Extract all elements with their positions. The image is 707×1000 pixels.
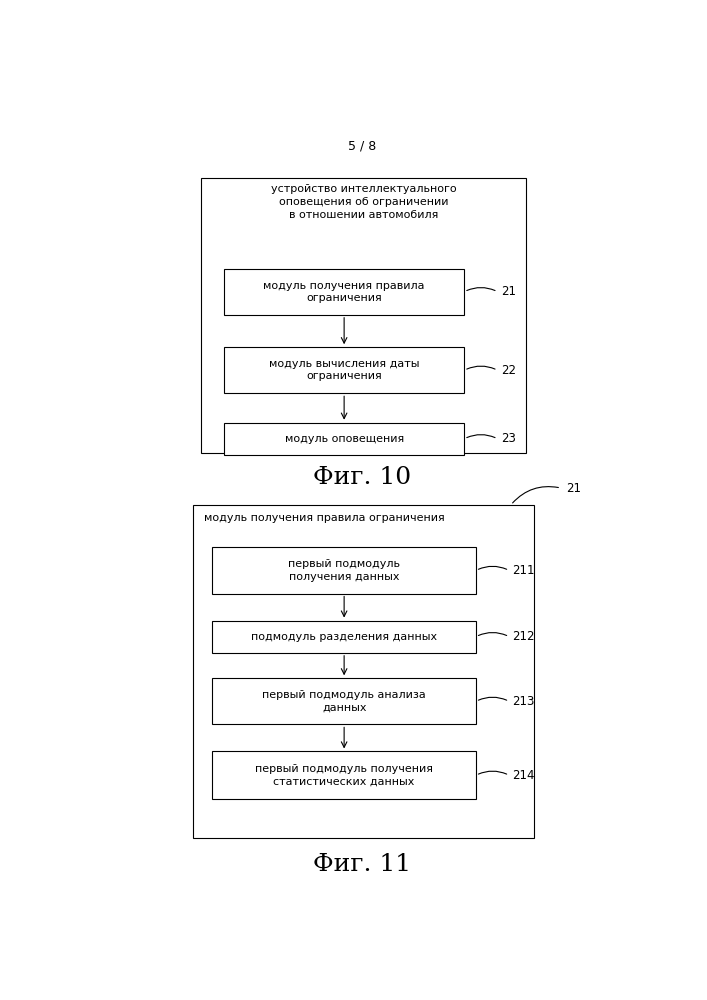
Bar xyxy=(224,347,464,393)
Text: подмодуль разделения данных: подмодуль разделения данных xyxy=(251,632,437,642)
Bar xyxy=(212,751,476,799)
Text: 213: 213 xyxy=(513,695,534,708)
Text: Фиг. 11: Фиг. 11 xyxy=(313,853,411,876)
Text: 5 / 8: 5 / 8 xyxy=(348,139,376,152)
Text: 212: 212 xyxy=(513,630,534,643)
Text: модуль получения правила
ограничения: модуль получения правила ограничения xyxy=(264,281,425,303)
Bar xyxy=(212,547,476,594)
Text: модуль вычисления даты
ограничения: модуль вычисления даты ограничения xyxy=(269,359,419,381)
Bar xyxy=(212,678,476,724)
Text: модуль получения правила ограничения: модуль получения правила ограничения xyxy=(204,513,445,523)
Text: устройство интеллектуального
оповещения об ограничении
в отношении автомобиля: устройство интеллектуального оповещения … xyxy=(271,184,456,220)
Text: первый подмодуль получения
статистических данных: первый подмодуль получения статистически… xyxy=(255,764,433,786)
Text: модуль оповещения: модуль оповещения xyxy=(284,434,404,444)
Text: Фиг. 10: Фиг. 10 xyxy=(313,466,411,489)
Text: 21: 21 xyxy=(566,482,582,495)
Text: 214: 214 xyxy=(513,769,534,782)
Text: 23: 23 xyxy=(501,432,515,445)
Bar xyxy=(224,423,464,455)
Bar xyxy=(212,620,476,653)
Bar xyxy=(201,178,526,453)
Text: первый подмодуль
получения данных: первый подмодуль получения данных xyxy=(288,559,400,582)
Text: первый подмодуль анализа
данных: первый подмодуль анализа данных xyxy=(262,690,426,713)
Text: 211: 211 xyxy=(513,564,534,577)
Bar xyxy=(193,505,534,838)
Bar xyxy=(224,269,464,315)
Text: 22: 22 xyxy=(501,364,515,377)
Text: 21: 21 xyxy=(501,285,515,298)
